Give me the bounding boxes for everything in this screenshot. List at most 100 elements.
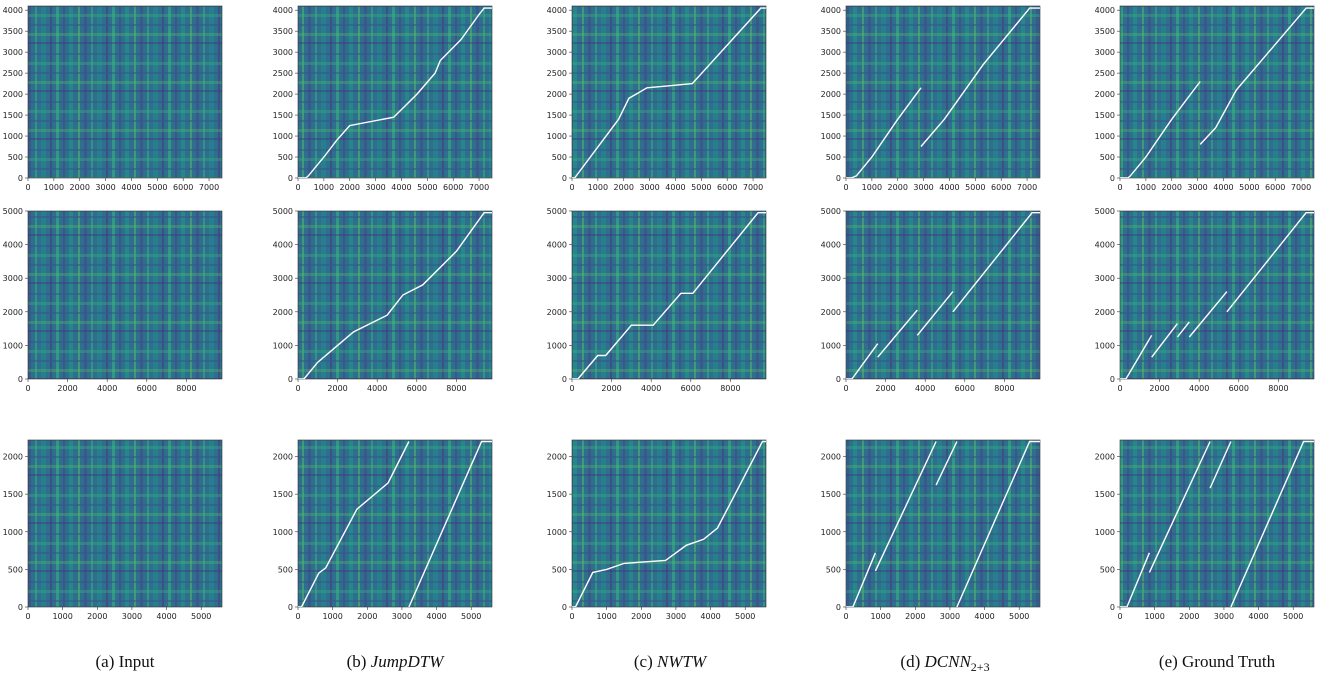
- y-tick-label: 2000: [3, 308, 23, 317]
- y-tick-label: 1000: [273, 132, 293, 141]
- y-tick-label: 2500: [821, 69, 841, 78]
- x-tick-label: 1000: [596, 612, 616, 621]
- x-tick-label: 2000: [631, 612, 651, 621]
- x-tick-label: 4000: [939, 183, 959, 192]
- alignment-path: [572, 212, 766, 379]
- y-tick-label: 3500: [3, 27, 23, 36]
- x-tick-label: 0: [569, 384, 574, 393]
- y-tick-label: 1000: [547, 341, 567, 350]
- x-tick-label: 5000: [691, 183, 711, 192]
- x-tick-label: 1000: [322, 612, 342, 621]
- x-tick-label: 2000: [70, 183, 90, 192]
- x-tick-label: 6000: [1229, 384, 1249, 393]
- x-tick-label: 2000: [1179, 612, 1199, 621]
- x-tick-label: 2000: [57, 384, 77, 393]
- y-tick-label: 2000: [1095, 90, 1115, 99]
- y-tick-label: 1500: [821, 111, 841, 120]
- x-tick-label: 0: [295, 183, 300, 192]
- x-tick-label: 2000: [601, 384, 621, 393]
- panel-r3-c4: 0 1000 2000 3000 4000 5000 0 500 1000 1500 2000: [821, 439, 1041, 621]
- y-tick-label: 1000: [1095, 528, 1115, 537]
- y-tick-label: 4000: [821, 6, 841, 15]
- axes-frame: [571, 439, 767, 608]
- x-tick-label: 2000: [357, 612, 377, 621]
- heatmap-image: [1120, 440, 1314, 607]
- alignment-path: [1148, 441, 1211, 573]
- panel-r2-c4: 0 2000 4000 6000 8000 0 1000 2000 3000 4000 5000: [821, 207, 1041, 393]
- x-tick-label: 2000: [875, 384, 895, 393]
- y-tick-label: 1500: [547, 490, 567, 499]
- y-tick-label: 5000: [1095, 207, 1115, 216]
- axes-frame: [297, 5, 493, 179]
- heatmap-image: [28, 211, 222, 379]
- panel-r1-c4: 0 1000 2000 3000 4000 5000 6000 7000 0 500 1000 150…: [821, 5, 1041, 192]
- panel-r1-c2: 0 1000 2000 3000 4000 5000 6000 7000 0 500 1000 150…: [273, 5, 493, 192]
- x-tick-label: 1000: [862, 183, 882, 192]
- panel-r1-c5: 0 1000 2000 3000 4000 5000 6000 7000 0 500 1000 150…: [1095, 5, 1315, 192]
- x-tick-label: 8000: [720, 384, 740, 393]
- y-tick-label: 4000: [547, 241, 567, 250]
- x-tick-label: 5000: [191, 612, 211, 621]
- y-tick-label: 1000: [3, 528, 23, 537]
- y-tick-label: 500: [1100, 153, 1115, 162]
- y-tick-label: 3000: [1095, 48, 1115, 57]
- heatmap-image: [28, 6, 222, 178]
- panel-r3-c3: 0 1000 2000 3000 4000 5000 0 500 1000 1500 2000: [547, 439, 767, 621]
- y-tick-label: 2000: [273, 453, 293, 462]
- y-tick-label: 500: [552, 153, 567, 162]
- y-tick-label: 0: [562, 375, 567, 384]
- alignment-path: [1120, 334, 1153, 379]
- panel-r3-c1: 0 1000 2000 3000 4000 5000 0 500 1000 1500 2000: [3, 439, 223, 621]
- x-tick-label: 5000: [417, 183, 437, 192]
- y-tick-label: 0: [836, 603, 841, 612]
- y-tick-label: 1500: [3, 490, 23, 499]
- x-tick-label: 2000: [888, 183, 908, 192]
- heatmap-image: [1120, 211, 1314, 379]
- y-tick-label: 1500: [3, 111, 23, 120]
- axes-frame: [1119, 5, 1315, 179]
- y-tick-label: 1500: [821, 490, 841, 499]
- y-tick-label: 0: [18, 174, 23, 183]
- y-tick-label: 5000: [821, 207, 841, 216]
- panel-r2-c1: 0 2000 4000 6000 8000 0 1000 2000 3000 4000 5000: [3, 207, 223, 393]
- x-tick-label: 4000: [1189, 384, 1209, 393]
- alignment-path: [846, 343, 879, 379]
- x-tick-label: 1000: [1136, 183, 1156, 192]
- x-tick-label: 1000: [314, 183, 334, 192]
- x-tick-label: 0: [1117, 384, 1122, 393]
- x-tick-label: 0: [843, 183, 848, 192]
- y-tick-label: 3000: [3, 274, 23, 283]
- x-tick-label: 2000: [614, 183, 634, 192]
- x-tick-label: 7000: [1017, 183, 1037, 192]
- y-tick-label: 500: [8, 565, 23, 574]
- alignment-path: [572, 7, 766, 178]
- x-tick-label: 1000: [870, 612, 890, 621]
- x-tick-label: 8000: [994, 384, 1014, 393]
- alignment-path: [952, 212, 1040, 313]
- y-tick-label: 3500: [1095, 27, 1115, 36]
- y-tick-label: 4000: [3, 241, 23, 250]
- x-tick-label: 2000: [1149, 384, 1169, 393]
- y-tick-label: 2000: [547, 453, 567, 462]
- alignment-path: [572, 440, 766, 607]
- y-tick-label: 3000: [273, 48, 293, 57]
- axes-frame: [27, 5, 223, 179]
- x-tick-label: 3000: [1187, 183, 1207, 192]
- panel-r1-c3: 0 1000 2000 3000 4000 5000 6000 7000 0 500 1000 150…: [547, 5, 767, 192]
- x-tick-label: 6000: [1265, 183, 1285, 192]
- y-tick-label: 500: [552, 565, 567, 574]
- y-tick-label: 0: [1110, 603, 1115, 612]
- panel-r2-c3: 0 2000 4000 6000 8000 0 1000 2000 3000 4000 5000: [547, 207, 767, 393]
- y-tick-label: 0: [1110, 375, 1115, 384]
- axes-frame: [571, 5, 767, 179]
- axes-frame: [845, 439, 1041, 608]
- x-tick-label: 1000: [588, 183, 608, 192]
- y-tick-label: 1000: [273, 528, 293, 537]
- x-tick-label: 2000: [905, 612, 925, 621]
- x-tick-label: 2000: [1162, 183, 1182, 192]
- y-tick-label: 1000: [547, 528, 567, 537]
- x-tick-label: 4000: [121, 183, 141, 192]
- alignment-path: [877, 309, 918, 358]
- y-tick-label: 0: [288, 375, 293, 384]
- x-tick-label: 3000: [639, 183, 659, 192]
